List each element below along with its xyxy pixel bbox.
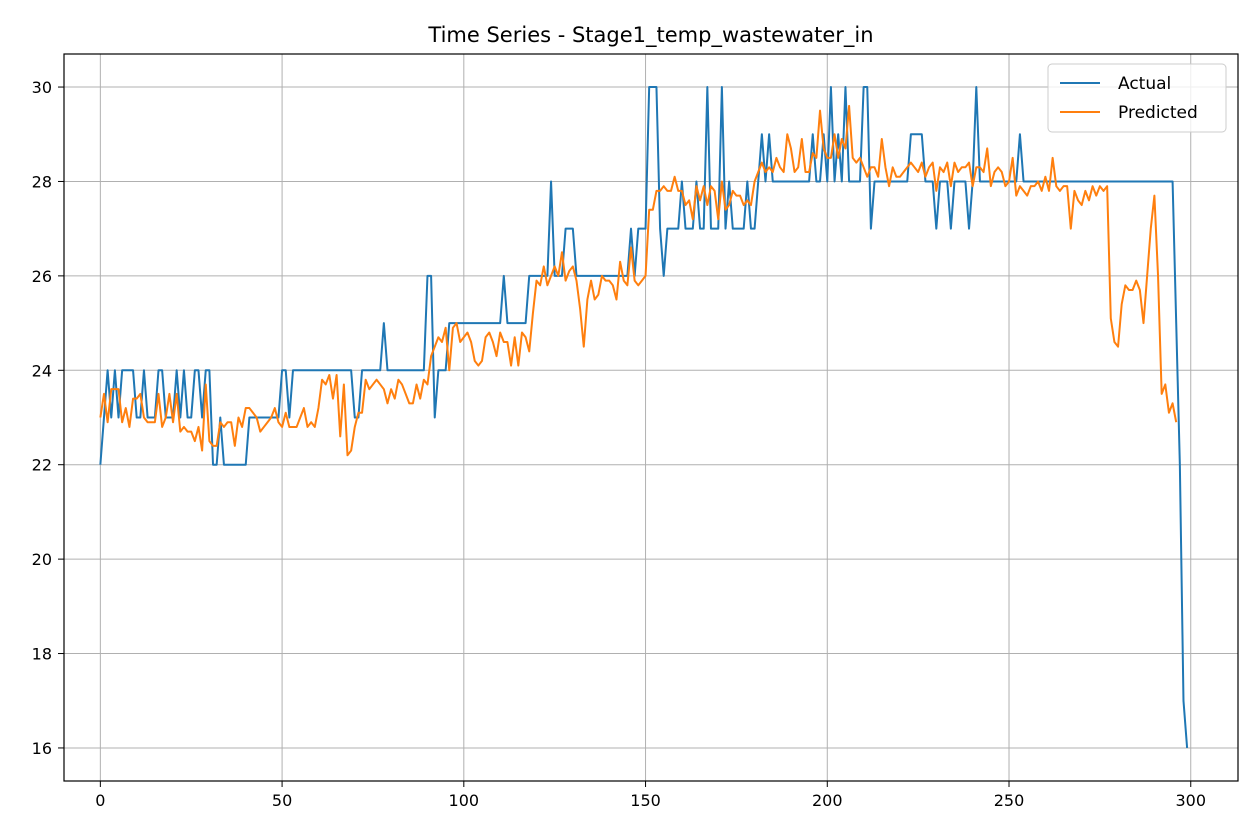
x-tick-label: 0 [95, 791, 105, 810]
series-line-predicted [99, 104, 1178, 457]
legend-label-predicted: Predicted [1118, 103, 1198, 123]
chart-title: Time Series - Stage1_temp_wastewater_in [427, 23, 873, 48]
x-tick-label: 150 [630, 791, 661, 810]
series-lines [99, 86, 1189, 749]
y-tick-label: 22 [32, 456, 52, 475]
legend-label-actual: Actual [1118, 74, 1171, 94]
y-tick-label: 28 [32, 172, 52, 191]
y-tick-label: 18 [32, 645, 52, 664]
y-tick-label: 16 [32, 739, 52, 758]
y-tick-label: 20 [32, 550, 52, 569]
x-tick-label: 250 [994, 791, 1025, 810]
series-line-actual [99, 86, 1189, 749]
y-tick-label: 24 [32, 361, 52, 380]
plot-frame [63, 53, 1239, 782]
x-tick-label: 50 [272, 791, 292, 810]
legend: Actual Predicted [1047, 63, 1227, 133]
x-tick-label: 100 [449, 791, 480, 810]
legend-box [1047, 63, 1227, 133]
x-tick-label: 200 [812, 791, 843, 810]
x-tick-label: 300 [1175, 791, 1206, 810]
y-tick-label: 26 [32, 267, 52, 286]
axis-ticks: 0 50 100 150 200 250 300 16 18 20 22 24 26 28 30 [32, 78, 1206, 810]
y-tick-label: 30 [32, 78, 52, 97]
